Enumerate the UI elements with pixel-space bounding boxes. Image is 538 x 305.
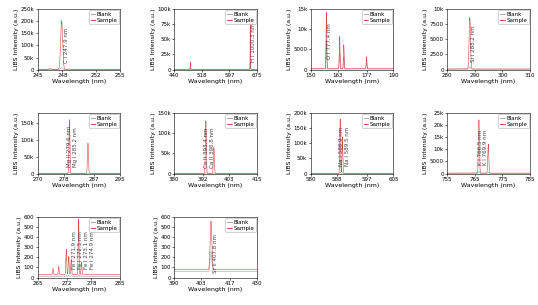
Text: Ca II 393.4 nm
Ca II 396.8 nm: Ca II 393.4 nm Ca II 396.8 nm <box>204 127 215 168</box>
Text: Si I 288.2 nm: Si I 288.2 nm <box>471 26 477 62</box>
Legend: Blank, Sample: Blank, Sample <box>362 114 392 128</box>
Legend: Blank, Sample: Blank, Sample <box>499 10 529 24</box>
Text: K I 766.5 nm
K I 769.9 nm: K I 766.5 nm K I 769.9 nm <box>478 129 489 164</box>
Text: Sr II 407.8 nm: Sr II 407.8 nm <box>213 234 218 273</box>
X-axis label: Wavelength (nm): Wavelength (nm) <box>325 183 379 188</box>
X-axis label: Wavelength (nm): Wavelength (nm) <box>462 183 516 188</box>
Legend: Blank, Sample: Blank, Sample <box>89 10 119 24</box>
Y-axis label: LIBS Intensity (a.u.): LIBS Intensity (a.u.) <box>154 217 159 278</box>
Y-axis label: LIBS Intensity (a.u.): LIBS Intensity (a.u.) <box>423 113 428 174</box>
X-axis label: Wavelength (nm): Wavelength (nm) <box>52 80 106 84</box>
Legend: Blank, Sample: Blank, Sample <box>499 114 529 128</box>
Text: H I 1000.3 nm: H I 1000.3 nm <box>251 23 256 62</box>
Legend: Blank, Sample: Blank, Sample <box>362 10 392 24</box>
Y-axis label: LIBS Intensity (a.u.): LIBS Intensity (a.u.) <box>423 9 428 70</box>
Legend: Blank, Sample: Blank, Sample <box>225 10 256 24</box>
Y-axis label: LIBS Intensity (a.u.): LIBS Intensity (a.u.) <box>287 113 292 174</box>
X-axis label: Wavelength (nm): Wavelength (nm) <box>462 80 516 84</box>
X-axis label: Wavelength (nm): Wavelength (nm) <box>52 183 106 188</box>
Legend: Blank, Sample: Blank, Sample <box>225 218 256 232</box>
Legend: Blank, Sample: Blank, Sample <box>225 114 256 128</box>
Text: Mg II 279.6 nm
Mg I 285.2 nm: Mg II 279.6 nm Mg I 285.2 nm <box>67 126 78 167</box>
X-axis label: Wavelength (nm): Wavelength (nm) <box>188 287 243 292</box>
Legend: Blank, Sample: Blank, Sample <box>89 218 119 232</box>
Y-axis label: LIBS Intensity (a.u.): LIBS Intensity (a.u.) <box>287 9 292 70</box>
Text: Fe I 271.9 nm
Fe I 272.5 nm
Fe I 273.1 nm
Fe I 274.9 nm: Fe I 271.9 nm Fe I 272.5 nm Fe I 273.1 n… <box>73 231 95 269</box>
Text: Na I 588.9 nm
Na I 589.5 nm: Na I 588.9 nm Na I 589.5 nm <box>339 127 350 166</box>
X-axis label: Wavelength (nm): Wavelength (nm) <box>52 287 106 292</box>
X-axis label: Wavelength (nm): Wavelength (nm) <box>325 80 379 84</box>
Legend: Blank, Sample: Blank, Sample <box>89 114 119 128</box>
Y-axis label: LIBS Intensity (a.u.): LIBS Intensity (a.u.) <box>17 217 22 278</box>
X-axis label: Wavelength (nm): Wavelength (nm) <box>188 80 243 84</box>
Y-axis label: LIBS Intensity (a.u.): LIBS Intensity (a.u.) <box>14 113 19 174</box>
X-axis label: Wavelength (nm): Wavelength (nm) <box>188 183 243 188</box>
Y-axis label: LIBS Intensity (a.u.): LIBS Intensity (a.u.) <box>14 9 19 70</box>
Text: O I 777.4 nm: O I 777.4 nm <box>327 23 332 59</box>
Y-axis label: LIBS Intensity (a.u.): LIBS Intensity (a.u.) <box>151 113 155 174</box>
Text: C I 247.9 nm: C I 247.9 nm <box>64 28 69 63</box>
Y-axis label: LIBS Intensity (a.u.): LIBS Intensity (a.u.) <box>151 9 155 70</box>
